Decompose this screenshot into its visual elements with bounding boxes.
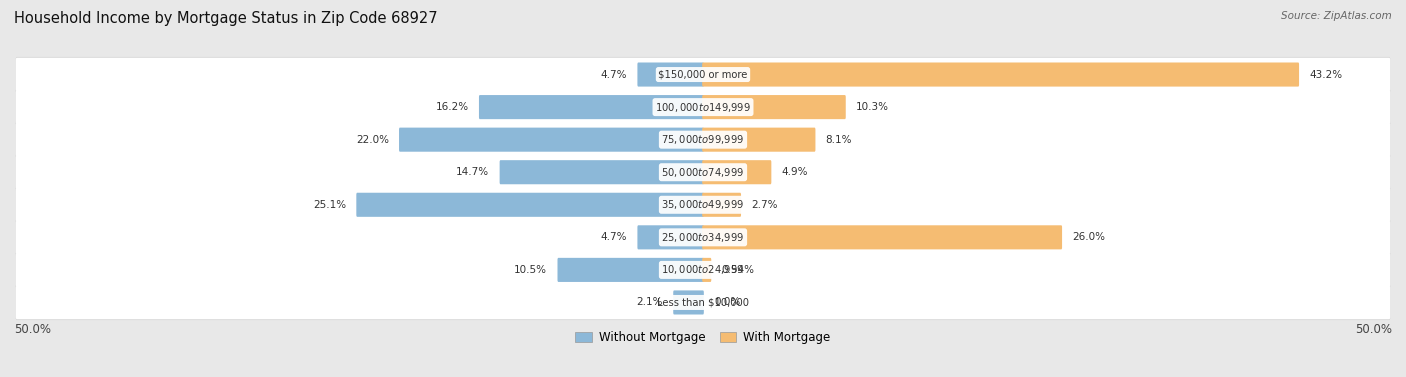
FancyBboxPatch shape: [702, 225, 1062, 250]
FancyBboxPatch shape: [702, 95, 846, 119]
Legend: Without Mortgage, With Mortgage: Without Mortgage, With Mortgage: [571, 326, 835, 349]
FancyBboxPatch shape: [702, 127, 815, 152]
FancyBboxPatch shape: [702, 258, 711, 282]
Text: 25.1%: 25.1%: [314, 200, 346, 210]
Text: Less than $10,000: Less than $10,000: [657, 297, 749, 308]
FancyBboxPatch shape: [15, 122, 1391, 157]
FancyBboxPatch shape: [15, 187, 1391, 222]
FancyBboxPatch shape: [15, 285, 1391, 320]
FancyBboxPatch shape: [15, 57, 1391, 92]
Text: 10.5%: 10.5%: [515, 265, 547, 275]
FancyBboxPatch shape: [15, 89, 1391, 125]
FancyBboxPatch shape: [702, 63, 1299, 87]
Text: $75,000 to $99,999: $75,000 to $99,999: [661, 133, 745, 146]
FancyBboxPatch shape: [673, 290, 704, 314]
Text: $100,000 to $149,999: $100,000 to $149,999: [655, 101, 751, 113]
Text: $35,000 to $49,999: $35,000 to $49,999: [661, 198, 745, 211]
FancyBboxPatch shape: [15, 220, 1391, 255]
FancyBboxPatch shape: [479, 95, 704, 119]
Text: 4.7%: 4.7%: [600, 232, 627, 242]
FancyBboxPatch shape: [15, 155, 1391, 190]
Text: 8.1%: 8.1%: [825, 135, 852, 145]
Text: Household Income by Mortgage Status in Zip Code 68927: Household Income by Mortgage Status in Z…: [14, 11, 437, 26]
FancyBboxPatch shape: [15, 90, 1391, 124]
Text: 4.9%: 4.9%: [782, 167, 808, 177]
Text: 16.2%: 16.2%: [436, 102, 468, 112]
Text: 43.2%: 43.2%: [1309, 69, 1343, 80]
Text: 50.0%: 50.0%: [1355, 323, 1392, 336]
FancyBboxPatch shape: [702, 193, 741, 217]
Text: 2.1%: 2.1%: [637, 297, 664, 308]
Text: 10.3%: 10.3%: [856, 102, 889, 112]
FancyBboxPatch shape: [15, 155, 1391, 189]
Text: 2.7%: 2.7%: [751, 200, 778, 210]
FancyBboxPatch shape: [637, 225, 704, 250]
FancyBboxPatch shape: [15, 58, 1391, 92]
Text: 50.0%: 50.0%: [14, 323, 51, 336]
FancyBboxPatch shape: [15, 221, 1391, 254]
Text: $50,000 to $74,999: $50,000 to $74,999: [661, 166, 745, 179]
FancyBboxPatch shape: [702, 160, 772, 184]
FancyBboxPatch shape: [15, 252, 1391, 288]
Text: 22.0%: 22.0%: [356, 135, 389, 145]
FancyBboxPatch shape: [15, 123, 1391, 156]
Text: 4.7%: 4.7%: [600, 69, 627, 80]
FancyBboxPatch shape: [558, 258, 704, 282]
Text: 0.54%: 0.54%: [721, 265, 755, 275]
Text: $10,000 to $24,999: $10,000 to $24,999: [661, 264, 745, 276]
Text: 26.0%: 26.0%: [1073, 232, 1105, 242]
FancyBboxPatch shape: [15, 188, 1391, 222]
Text: 0.0%: 0.0%: [714, 297, 741, 308]
Text: $25,000 to $34,999: $25,000 to $34,999: [661, 231, 745, 244]
FancyBboxPatch shape: [399, 127, 704, 152]
Text: $150,000 or more: $150,000 or more: [658, 69, 748, 80]
Text: Source: ZipAtlas.com: Source: ZipAtlas.com: [1281, 11, 1392, 21]
FancyBboxPatch shape: [15, 285, 1391, 319]
FancyBboxPatch shape: [356, 193, 704, 217]
FancyBboxPatch shape: [637, 63, 704, 87]
FancyBboxPatch shape: [15, 253, 1391, 287]
FancyBboxPatch shape: [499, 160, 704, 184]
Text: 14.7%: 14.7%: [457, 167, 489, 177]
